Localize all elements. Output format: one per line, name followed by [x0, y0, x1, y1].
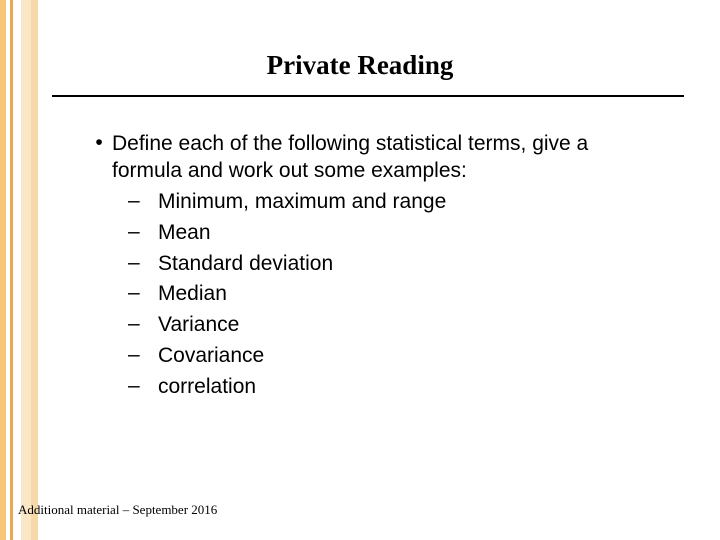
bullet-text: Define each of the following statistical…: [112, 131, 660, 185]
sub-item: –Variance: [128, 312, 660, 339]
sub-item: –Covariance: [128, 343, 660, 370]
dash-marker: –: [128, 374, 158, 398]
sub-item: –correlation: [128, 374, 660, 401]
dash-marker: –: [128, 189, 158, 213]
dash-marker: –: [128, 281, 158, 305]
dash-marker: –: [128, 251, 158, 275]
decoration-stripe: [21, 0, 31, 540]
sub-item: –Minimum, maximum and range: [128, 189, 660, 216]
footer-text: Additional material – September 2016: [18, 502, 217, 518]
bullet-marker: •: [86, 131, 112, 155]
sub-item-text: Standard deviation: [158, 251, 660, 278]
sub-list: –Minimum, maximum and range–Mean–Standar…: [128, 189, 660, 401]
decoration-stripe: [31, 0, 38, 540]
decoration-stripe: [13, 0, 21, 540]
dash-marker: –: [128, 343, 158, 367]
sub-item: –Median: [128, 281, 660, 308]
sub-item-text: Median: [158, 281, 660, 308]
sub-item: –Mean: [128, 220, 660, 247]
sub-item-text: Mean: [158, 220, 660, 247]
sub-item-text: Covariance: [158, 343, 660, 370]
dash-marker: –: [128, 220, 158, 244]
bullet-item: • Define each of the following statistic…: [86, 131, 660, 185]
sub-item-text: Variance: [158, 312, 660, 339]
sub-item-text: correlation: [158, 374, 660, 401]
content-area: • Define each of the following statistic…: [0, 97, 720, 401]
sub-item-text: Minimum, maximum and range: [158, 189, 660, 216]
dash-marker: –: [128, 312, 158, 336]
sub-item: –Standard deviation: [128, 251, 660, 278]
slide-title: Private Reading: [0, 0, 720, 95]
sidebar-decoration: [0, 0, 38, 540]
